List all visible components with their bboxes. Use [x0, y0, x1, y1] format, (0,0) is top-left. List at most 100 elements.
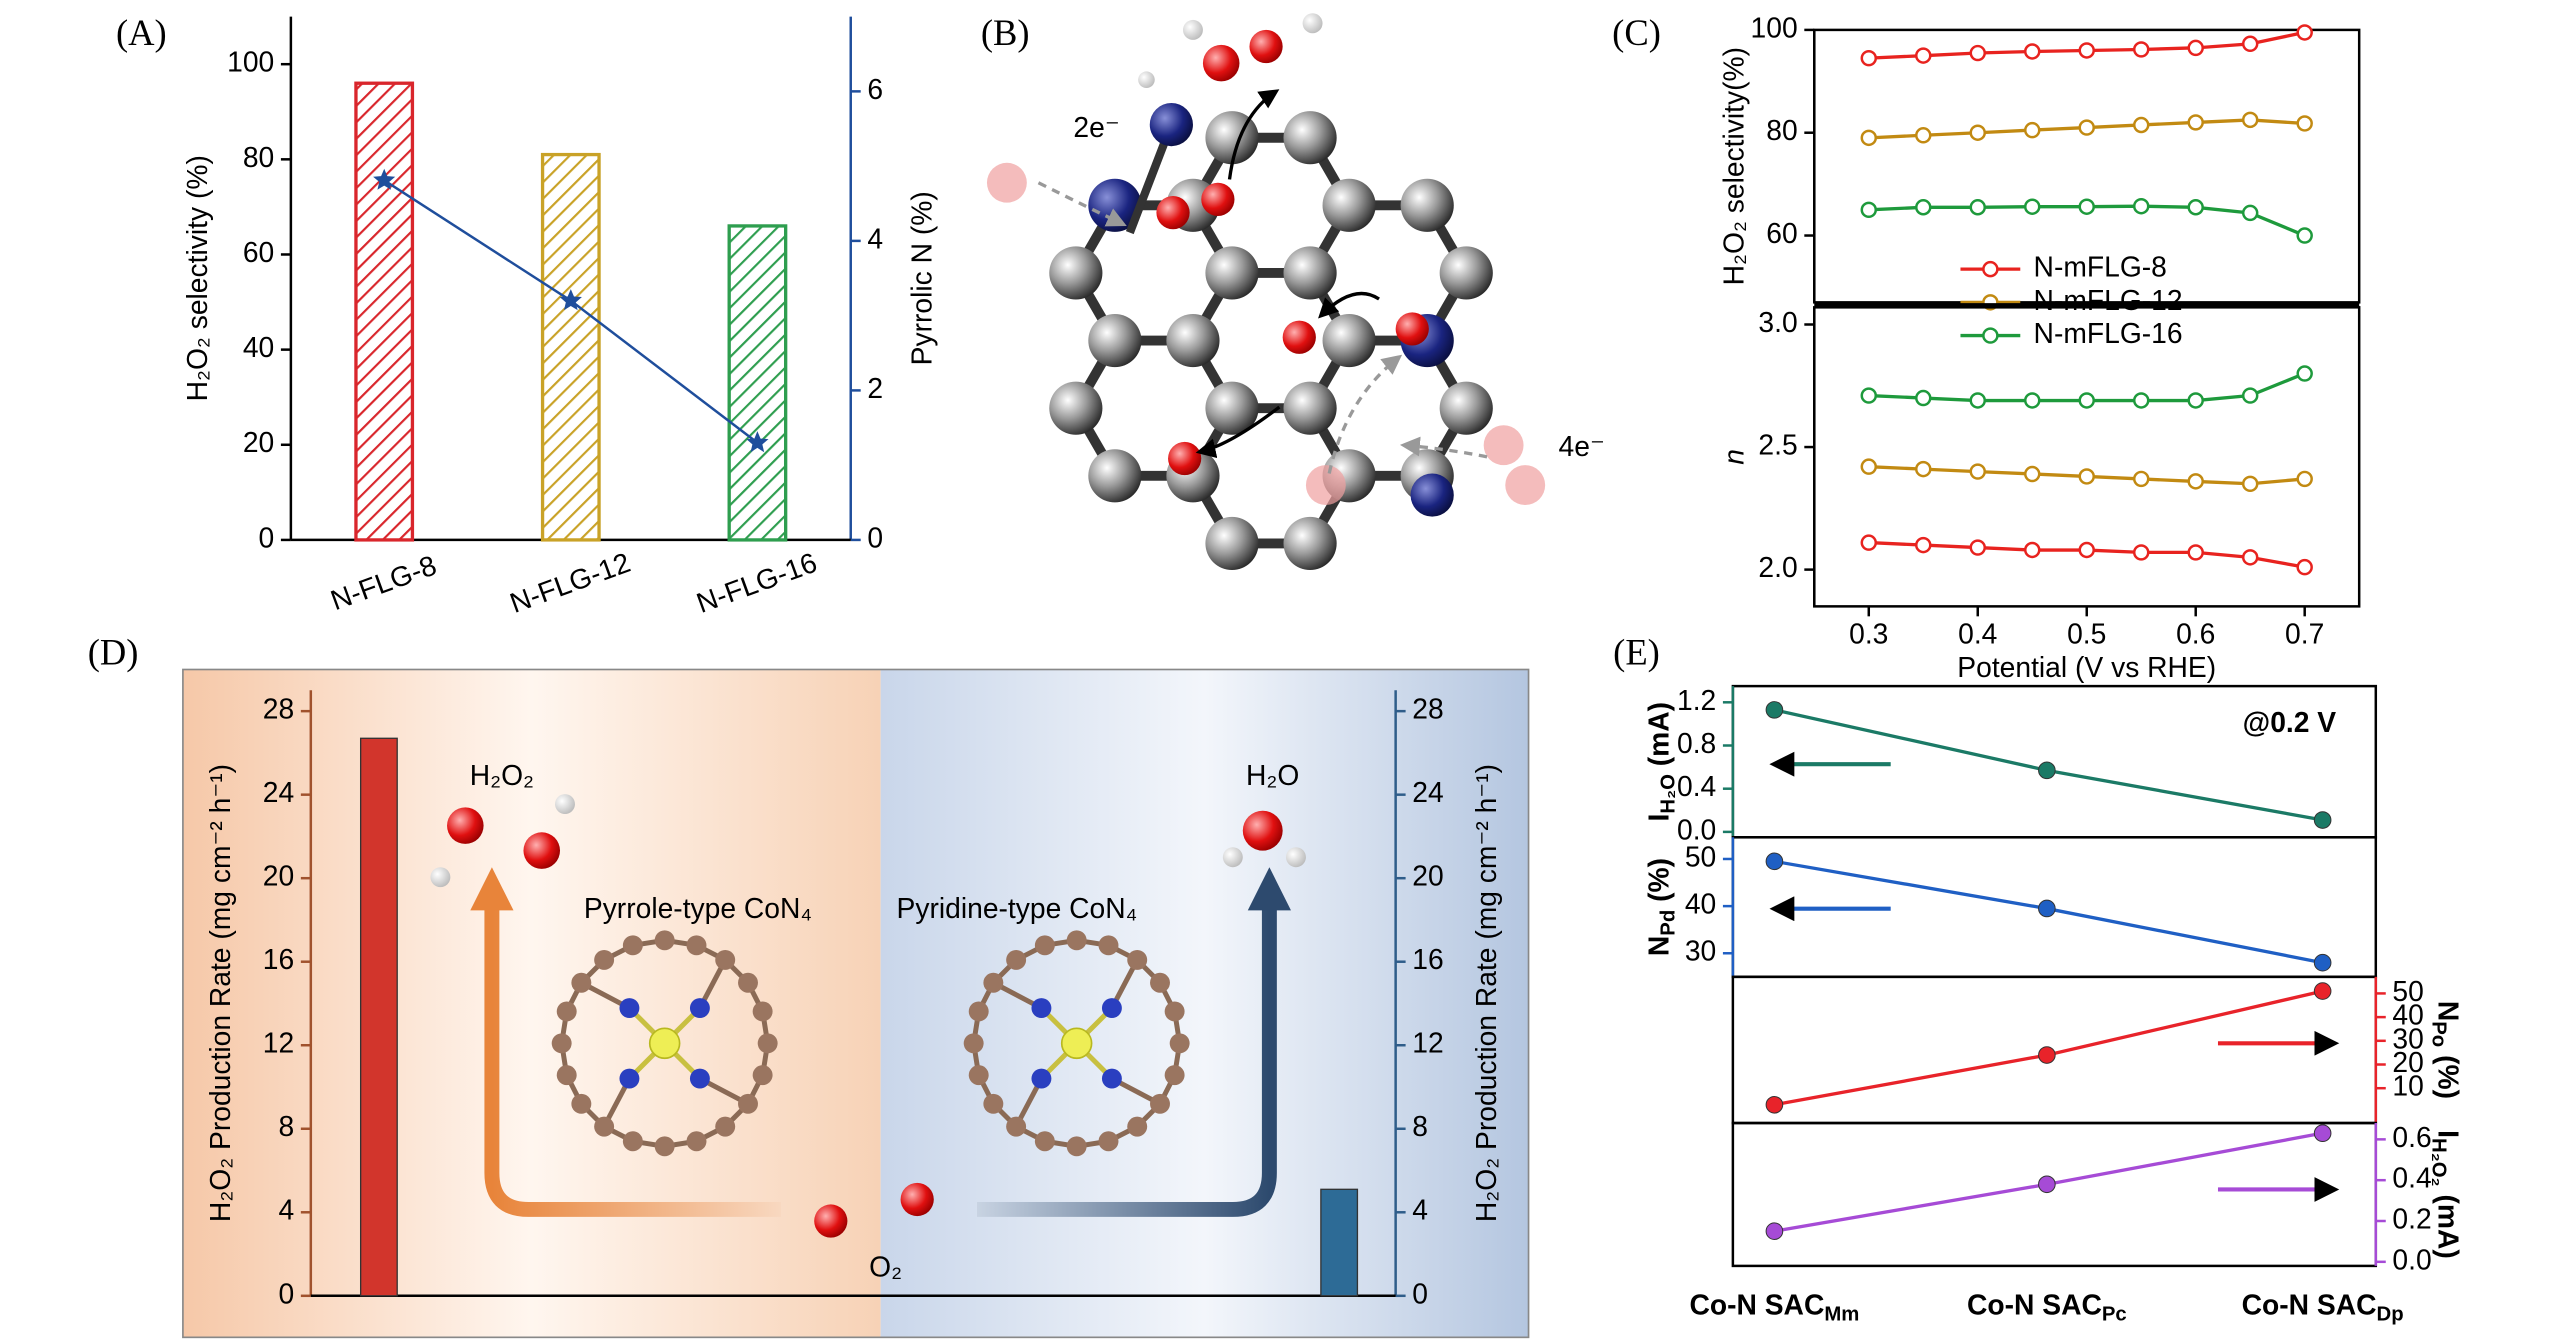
atom: [654, 1136, 675, 1157]
y-axis-label: n: [1718, 449, 1750, 465]
x-tick-label: 0.4: [1958, 618, 1997, 650]
atom: [752, 1065, 773, 1086]
y-tick-label: 60: [1766, 217, 1797, 249]
marker: [2296, 558, 2313, 576]
marker: [1969, 44, 1986, 62]
x-tick-label: 0.3: [1849, 618, 1888, 650]
marker: [2241, 111, 2259, 129]
atom: [1127, 949, 1148, 970]
y-tick-label: 2.0: [1758, 551, 1797, 583]
y-axis-label-part: H₂O₂: [2427, 1138, 2449, 1187]
y-tick-label: 50: [2392, 975, 2423, 1007]
atom: [715, 1116, 736, 1137]
marker: [2133, 392, 2150, 409]
marker: [2313, 953, 2332, 972]
x-axis-label: Potential (V vs RHE): [1957, 651, 2216, 683]
y-tick-label: 30: [1685, 935, 1716, 967]
atom: [1242, 810, 1283, 851]
atom: [1150, 1093, 1170, 1114]
marker: [1915, 460, 1932, 478]
marker: [1765, 1095, 1784, 1114]
atom: [1156, 196, 1190, 230]
panel-label: (B): [981, 12, 1030, 53]
marker: [1860, 129, 1877, 147]
y-axis-label-part: (%): [1643, 858, 1675, 910]
marker: [2038, 899, 2056, 918]
atom: [1400, 178, 1454, 232]
marker: [1860, 534, 1877, 551]
atom: [556, 1065, 577, 1086]
atom: [1066, 930, 1087, 951]
bar: [354, 81, 415, 542]
marker: [2187, 392, 2204, 409]
x-tick-label: 0.5: [2067, 618, 2106, 650]
atom: [571, 972, 592, 993]
plot-frame: [1731, 975, 2378, 1125]
y-axis-label-part: Pd: [1658, 910, 1680, 936]
y-tick-label: 80: [243, 141, 274, 173]
y-tick-label: 100: [1751, 11, 1798, 43]
y-tick-label: 8: [1412, 1110, 1428, 1142]
panel-label: (D): [88, 632, 139, 673]
y-axis-label: H₂O₂ selectivity(%): [1718, 47, 1750, 285]
y-axis-label: IH₂O₂ (mA): [2427, 1130, 2464, 1259]
marker: [2024, 198, 2041, 215]
marker: [1915, 127, 1932, 144]
atom: [1066, 1136, 1087, 1157]
y-tick-label: 10: [2392, 1070, 2423, 1102]
atom: [1285, 847, 1306, 868]
atom: [1101, 998, 1122, 1019]
marker: [2024, 465, 2041, 483]
atom: [1395, 312, 1429, 346]
atom: [1031, 1068, 1052, 1089]
atom: [738, 972, 758, 993]
marker: [2241, 204, 2259, 222]
arrow: [1037, 181, 1127, 227]
atom: [1282, 320, 1316, 354]
atom: [752, 1001, 773, 1022]
x-tick-label: N-FLG-12: [505, 546, 634, 619]
atom: [968, 1001, 989, 1022]
x-tick-label: Co-N SACPc: [1967, 1289, 2127, 1326]
atom: [1164, 1001, 1185, 1022]
y-axis-label: H₂O₂ selectivity (%): [181, 155, 213, 401]
atom: [1098, 1131, 1119, 1152]
marker: [1765, 1222, 1784, 1241]
atom: [1249, 29, 1283, 64]
marker: [1860, 49, 1877, 67]
atom: [1182, 19, 1203, 40]
marker: [2296, 227, 2313, 244]
atom: [814, 1204, 848, 1238]
marker: [2078, 42, 2095, 59]
marker: [1860, 201, 1877, 219]
y-axis-label-part: (mA): [2432, 1187, 2464, 1259]
y-tick-label: 40: [2392, 999, 2423, 1031]
atom: [1088, 449, 1142, 503]
x-tick-label: N-FLG-16: [692, 546, 821, 619]
annotation: Pyridine-type CoN₄: [897, 892, 1138, 924]
arrow: [1399, 436, 1488, 459]
arrow-head: [1247, 867, 1291, 911]
annotation: 2e⁻: [1073, 111, 1119, 143]
marker: [2187, 544, 2204, 561]
legend-marker: [1982, 327, 1999, 344]
panel-label: (E): [1613, 632, 1660, 673]
y-tick-label: 100: [227, 46, 274, 78]
marker: [2241, 475, 2259, 493]
atom: [1088, 178, 1142, 232]
y-tick-label: 12: [1412, 1027, 1443, 1059]
atom: [1283, 111, 1337, 165]
y-tick-label: 0: [1412, 1277, 1428, 1309]
atom: [654, 930, 675, 951]
marker: [2296, 115, 2313, 132]
marker: [2241, 549, 2259, 566]
y-axis-label-part: I: [1643, 814, 1675, 822]
y-tick-label: 20: [263, 860, 294, 892]
marker: [2133, 470, 2150, 488]
marker: [2187, 199, 2204, 216]
atom: [689, 1068, 710, 1089]
y-axis-label: Pyrrolic N (%): [905, 191, 937, 365]
marker: [1915, 536, 1932, 554]
y-tick-label: 2: [867, 372, 883, 404]
marker: [2024, 541, 2041, 559]
